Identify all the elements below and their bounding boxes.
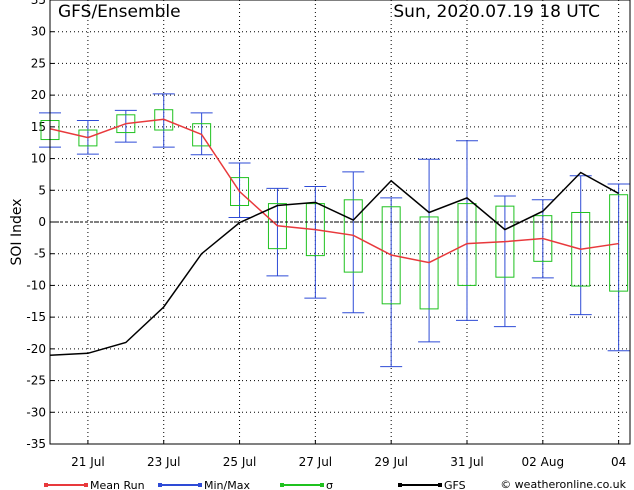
legend-marker <box>438 483 442 487</box>
ensemble-box <box>114 109 137 143</box>
y-tick-label: 15 <box>31 120 46 134</box>
legend: Mean Run Min/Max σ GFS <box>44 479 466 490</box>
sigma-box <box>116 114 136 134</box>
y-tick-label: 25 <box>31 56 46 70</box>
y-tick-label: 10 <box>31 152 46 166</box>
legend-marker <box>44 483 48 487</box>
ensemble-box <box>380 197 403 368</box>
sigma-box <box>419 216 439 310</box>
sigma-box <box>305 203 325 257</box>
sigma-box <box>609 194 629 292</box>
y-tick-label: -5 <box>34 247 46 261</box>
y-tick-label: 35 <box>31 0 46 7</box>
sigma-box <box>192 123 212 147</box>
legend-item: Mean Run <box>44 479 145 490</box>
x-tick-label: 21 Jul <box>71 455 105 469</box>
y-tick-label: -15 <box>26 310 46 324</box>
ensemble-box <box>190 112 213 156</box>
sigma-box <box>230 177 250 207</box>
ensemble-box <box>531 199 554 279</box>
y-tick-label: -35 <box>26 437 46 451</box>
legend-item: Min/Max <box>158 479 250 490</box>
y-axis-ticks: 35 30 25 20 15 10 5 0 -5 -10 -15 -20 -25 -30 -35 <box>26 0 46 451</box>
y-tick-label: 5 <box>38 183 46 197</box>
ensemble-box <box>607 183 630 352</box>
ensemble-box <box>342 171 365 314</box>
legend-marker <box>320 483 324 487</box>
sigma-box <box>343 199 363 273</box>
legend-label: GFS <box>444 479 466 490</box>
x-tick-label: 27 Jul <box>299 455 333 469</box>
credit-text: © weatheronline.co.uk <box>500 478 626 490</box>
sigma-box <box>457 203 477 286</box>
x-tick-label: 23 Jul <box>147 455 181 469</box>
y-tick-label: -10 <box>26 278 46 292</box>
run-time: Sun, 2020.07.19 18 UTC <box>393 2 600 22</box>
legend-marker <box>198 483 202 487</box>
x-tick-label: 02 Aug <box>522 455 565 469</box>
ensemble-box <box>418 158 441 343</box>
ensemble-box <box>152 93 175 148</box>
x-axis-ticks: 21 Jul 23 Jul 25 Jul 27 Jul 29 Jul 31 Jul 02 A… <box>71 455 626 469</box>
sigma-box <box>78 129 98 147</box>
legend-label: Min/Max <box>204 479 250 490</box>
legend-label: Mean Run <box>90 479 145 490</box>
legend-marker <box>398 483 402 487</box>
y-tick-label: 0 <box>38 215 46 229</box>
ensemble-box <box>455 140 478 321</box>
sigma-box <box>571 211 591 287</box>
y-tick-label: -25 <box>26 374 46 388</box>
y-axis-label: SOI Index <box>9 198 25 265</box>
legend-label: σ <box>326 479 333 490</box>
y-tick-label: 20 <box>31 88 46 102</box>
legend-marker <box>84 483 88 487</box>
sigma-box <box>533 215 553 262</box>
legend-marker <box>158 483 162 487</box>
gfs-line <box>49 171 619 356</box>
legend-item: σ <box>280 479 333 490</box>
x-tick-label: 31 Jul <box>450 455 484 469</box>
y-tick-label: -30 <box>26 405 46 419</box>
x-tick-label: 25 Jul <box>223 455 257 469</box>
legend-item: GFS <box>398 479 466 490</box>
plot-frame <box>49 0 631 445</box>
legend-marker <box>280 483 284 487</box>
y-tick-label: -20 <box>26 342 46 356</box>
model-title: GFS/Ensemble <box>58 2 181 22</box>
ensemble-box <box>569 175 592 316</box>
series-lines <box>49 118 619 356</box>
mean-run-line <box>49 118 619 264</box>
ensemble-box <box>304 185 327 299</box>
y-tick-label: 30 <box>31 25 46 39</box>
x-tick-label: 04 <box>611 455 626 469</box>
sigma-box <box>381 206 401 305</box>
x-tick-label: 29 Jul <box>374 455 408 469</box>
